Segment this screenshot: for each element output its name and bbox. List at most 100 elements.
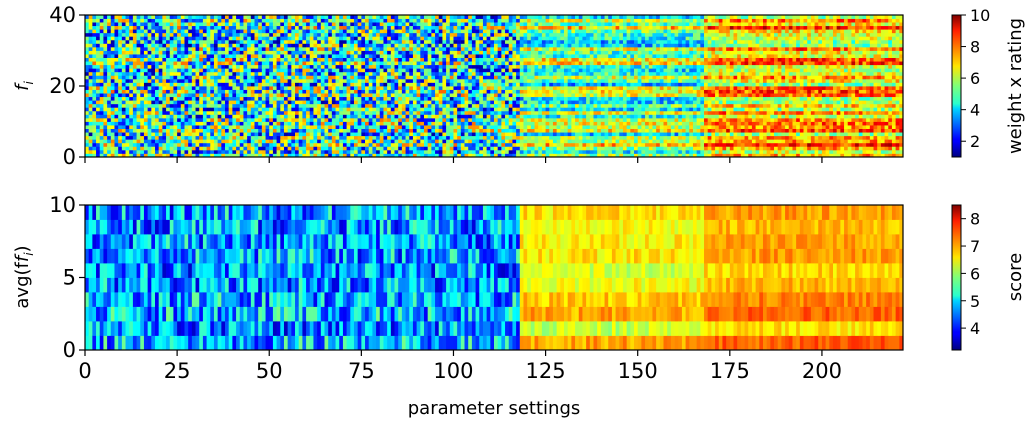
heatmap-cell bbox=[225, 68, 230, 73]
heatmap-cell bbox=[376, 25, 381, 30]
heatmap-cell bbox=[287, 117, 292, 122]
heatmap-cell bbox=[460, 82, 465, 87]
heatmap-cell bbox=[449, 46, 454, 51]
heatmap-cell bbox=[99, 82, 104, 87]
heatmap-cell bbox=[416, 153, 421, 158]
heatmap-cell bbox=[446, 15, 451, 19]
heatmap-cell bbox=[107, 68, 112, 73]
heatmap-cell bbox=[475, 89, 480, 94]
heatmap-cell bbox=[158, 153, 163, 158]
heatmap-cell bbox=[140, 54, 145, 58]
heatmap-cell bbox=[416, 64, 421, 69]
heatmap-cell bbox=[427, 132, 432, 137]
heatmap-cell bbox=[320, 78, 325, 83]
heatmap-cell bbox=[280, 25, 285, 30]
heatmap-cell bbox=[265, 82, 270, 87]
heatmap-cell bbox=[541, 39, 546, 44]
heatmap-cell bbox=[298, 71, 303, 76]
heatmap-cell bbox=[250, 39, 255, 44]
heatmap-cell bbox=[173, 135, 178, 140]
heatmap-cell bbox=[250, 100, 255, 105]
heatmap-cell bbox=[412, 25, 418, 30]
heatmap-cell bbox=[180, 36, 185, 41]
heatmap-cell bbox=[317, 82, 322, 87]
heatmap-cell bbox=[486, 36, 491, 41]
heatmap-cell bbox=[383, 15, 388, 19]
heatmap-cell bbox=[213, 68, 219, 73]
heatmap-cell bbox=[442, 43, 447, 48]
heatmap-cell bbox=[217, 153, 222, 158]
heatmap-cell bbox=[177, 36, 182, 41]
heatmap-cell bbox=[420, 93, 425, 98]
heatmap-cell bbox=[534, 110, 539, 115]
heatmap-cell bbox=[295, 89, 300, 94]
heatmap-cell bbox=[346, 89, 351, 94]
heatmap-cell bbox=[250, 68, 255, 73]
heatmap-cell bbox=[232, 78, 237, 83]
heatmap-cell bbox=[151, 110, 156, 115]
heatmap-cell bbox=[236, 36, 241, 41]
heatmap-cell bbox=[394, 57, 399, 62]
heatmap-cell bbox=[269, 135, 274, 140]
heatmap-cell bbox=[339, 86, 344, 90]
heatmap-cell bbox=[449, 22, 454, 27]
heatmap-cell bbox=[361, 107, 366, 112]
heatmap-cell bbox=[342, 135, 348, 140]
heatmap-cell bbox=[261, 125, 266, 129]
heatmap-cell bbox=[236, 110, 241, 115]
heatmap-cell bbox=[416, 50, 421, 55]
heatmap-cell bbox=[523, 75, 528, 80]
heatmap-cell bbox=[361, 121, 366, 126]
heatmap-cell bbox=[143, 18, 149, 23]
heatmap-cell bbox=[151, 149, 156, 154]
heatmap-cell bbox=[155, 29, 160, 34]
heatmap-cell bbox=[103, 142, 108, 147]
heatmap-cell bbox=[460, 29, 465, 34]
heatmap-cell bbox=[346, 125, 351, 129]
heatmap-cell bbox=[508, 96, 513, 101]
heatmap-cell bbox=[383, 135, 388, 140]
heatmap-cell bbox=[412, 96, 418, 101]
heatmap-cell bbox=[99, 121, 104, 126]
heatmap-cell bbox=[482, 22, 488, 27]
heatmap-cell bbox=[427, 61, 432, 66]
heatmap-cell bbox=[298, 22, 303, 27]
heatmap-cell bbox=[151, 78, 156, 83]
heatmap-cell bbox=[272, 110, 277, 115]
heatmap-cell bbox=[140, 15, 145, 19]
heatmap-cell bbox=[317, 46, 322, 51]
heatmap-cell bbox=[482, 153, 488, 158]
heatmap-cell bbox=[449, 25, 454, 30]
heatmap-cell bbox=[103, 78, 108, 83]
heatmap-cell bbox=[96, 61, 101, 66]
heatmap-cell bbox=[457, 68, 462, 73]
heatmap-cell bbox=[239, 117, 244, 122]
heatmap-cell bbox=[140, 100, 145, 105]
heatmap-cell bbox=[420, 110, 425, 115]
heatmap-cell bbox=[236, 25, 241, 30]
heatmap-cell bbox=[346, 146, 351, 151]
heatmap-cell bbox=[390, 75, 395, 80]
heatmap-cell bbox=[365, 22, 370, 27]
heatmap-cell bbox=[169, 15, 174, 19]
heatmap-cell bbox=[401, 125, 406, 129]
heatmap-cell bbox=[420, 100, 425, 105]
heatmap-cell bbox=[350, 61, 355, 66]
heatmap-cell bbox=[457, 61, 462, 66]
heatmap-cell bbox=[99, 78, 104, 83]
heatmap-cell bbox=[250, 54, 255, 58]
heatmap-cell bbox=[250, 125, 255, 129]
heatmap-cell bbox=[353, 128, 359, 133]
heatmap-cell bbox=[177, 128, 182, 133]
heatmap-cell bbox=[471, 117, 476, 122]
heatmap-cell bbox=[335, 32, 340, 37]
heatmap-cell bbox=[387, 18, 392, 23]
heatmap-cell bbox=[541, 146, 546, 151]
heatmap-cell bbox=[147, 142, 152, 147]
heatmap-cell bbox=[486, 89, 491, 94]
heatmap-cell bbox=[313, 57, 318, 62]
heatmap-cell bbox=[350, 117, 355, 122]
heatmap-cell bbox=[173, 75, 178, 80]
heatmap-cell bbox=[103, 32, 108, 37]
heatmap-cell bbox=[210, 61, 215, 66]
